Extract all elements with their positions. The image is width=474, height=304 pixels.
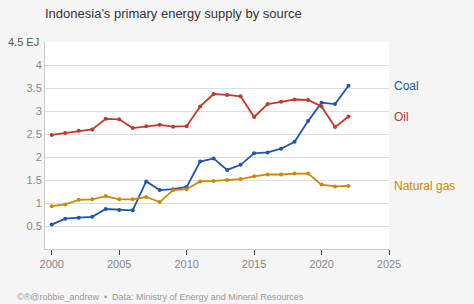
svg-text:0.5: 0.5 <box>27 220 42 232</box>
svg-text:Indonesia's primary energy sup: Indonesia's primary energy supply by sou… <box>45 6 302 21</box>
svg-text:3.5: 3.5 <box>27 82 42 94</box>
svg-text:2: 2 <box>36 151 42 163</box>
svg-text:2020: 2020 <box>309 258 333 270</box>
svg-text:2000: 2000 <box>40 258 64 270</box>
svg-text:2025: 2025 <box>377 258 401 270</box>
svg-text:Oil: Oil <box>394 110 409 124</box>
svg-text:1: 1 <box>36 197 42 209</box>
svg-text:4.5 EJ: 4.5 EJ <box>8 36 39 48</box>
svg-text:1.5: 1.5 <box>27 174 42 186</box>
svg-text:3: 3 <box>36 105 42 117</box>
svg-text:2.5: 2.5 <box>27 128 42 140</box>
svg-text:4: 4 <box>36 59 42 71</box>
svg-text:Coal: Coal <box>394 79 419 93</box>
svg-text:Natural gas: Natural gas <box>394 179 455 193</box>
svg-text:©®@robbie_andrew • Data: Min: ©®@robbie_andrew • Data: Ministry of Ene… <box>17 292 304 302</box>
svg-text:2010: 2010 <box>174 258 198 270</box>
svg-text:2015: 2015 <box>242 258 266 270</box>
svg-text:2005: 2005 <box>107 258 131 270</box>
